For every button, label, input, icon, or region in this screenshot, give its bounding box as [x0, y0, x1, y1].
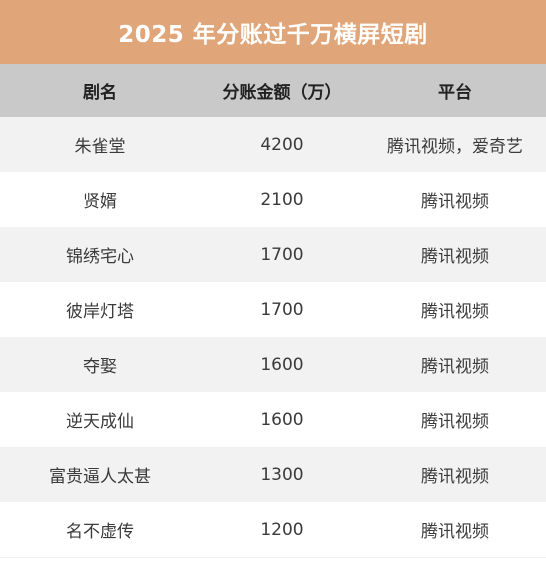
cell-platform: 腾讯视频: [421, 412, 489, 432]
cell-platform: 腾讯视频: [421, 357, 489, 377]
table-row: 名不虚传 1200 腾讯视频: [0, 502, 546, 557]
cell-name: 逆天成仙: [66, 412, 134, 432]
table-title: 2025 年分账过千万横屏短剧: [0, 0, 546, 64]
cell-name: 锦绣宅心: [66, 247, 134, 267]
table-row: 锦绣宅心 1700 腾讯视频: [0, 227, 546, 282]
cell-amount: 1300: [260, 464, 304, 485]
table-row: 富贵逼人太甚 1300 腾讯视频: [0, 447, 546, 502]
cell-name: 彼岸灯塔: [66, 302, 134, 322]
header-amount: 分账金额（万）: [222, 83, 342, 103]
cell-amount: 1600: [260, 354, 304, 375]
table-header-row: 剧名 分账金额（万） 平台: [0, 64, 546, 117]
cell-amount: 1700: [260, 299, 304, 320]
cell-amount: 1600: [260, 409, 304, 430]
cell-name: 贤婿: [83, 192, 117, 212]
table-bottom-edge: [0, 557, 546, 558]
table-row: 彼岸灯塔 1700 腾讯视频: [0, 282, 546, 337]
cell-platform: 腾讯视频: [421, 522, 489, 542]
cell-name: 夺娶: [83, 357, 117, 377]
cell-platform: 腾讯视频: [421, 302, 489, 322]
table-row: 朱雀堂 4200 腾讯视频，爱奇艺: [0, 117, 546, 172]
cell-amount: 1200: [260, 519, 304, 540]
table-row: 贤婿 2100 腾讯视频: [0, 172, 546, 227]
cell-platform: 腾讯视频: [421, 192, 489, 212]
cell-name: 富贵逼人太甚: [49, 467, 151, 487]
header-platform: 平台: [438, 83, 472, 103]
cell-platform: 腾讯视频，爱奇艺: [387, 137, 523, 157]
cell-platform: 腾讯视频: [421, 247, 489, 267]
cell-platform: 腾讯视频: [421, 467, 489, 487]
cell-amount: 2100: [260, 189, 304, 210]
cell-name: 名不虚传: [66, 522, 134, 542]
table-row: 夺娶 1600 腾讯视频: [0, 337, 546, 392]
table-row: 逆天成仙 1600 腾讯视频: [0, 392, 546, 447]
header-name: 剧名: [83, 83, 117, 103]
cell-amount: 4200: [260, 134, 304, 155]
cell-name: 朱雀堂: [74, 137, 126, 157]
cell-amount: 1700: [260, 244, 304, 265]
